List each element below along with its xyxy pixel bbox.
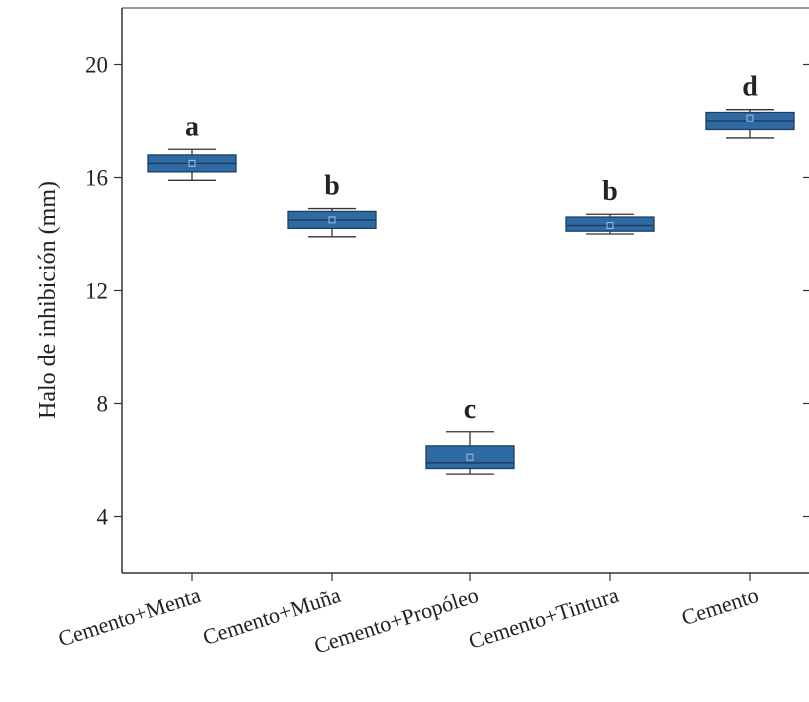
mean-marker [328,216,336,224]
y-tick-label: 16 [85,166,108,191]
x-category-label: Cemento [678,582,761,630]
group-letter-5: d [742,72,758,103]
y-tick-label: 8 [97,392,109,417]
plot-area: 48121620aCemento+MentabCemento+MuñacCeme… [55,7,809,659]
box-4 [565,216,655,232]
x-category-label: Cemento+Menta [55,582,204,652]
y-tick-label: 4 [97,505,109,530]
mean-marker [466,453,474,461]
group-letter-3: c [464,394,476,425]
group-letter-4: b [602,176,618,207]
mean-marker [606,222,614,230]
y-axis-title: Halo de inhibición (mm) [35,181,61,419]
group-letter-2: b [324,171,340,202]
y-tick-label: 20 [85,53,108,78]
y-tick-label: 12 [85,279,108,304]
mean-marker [188,159,196,167]
mean-marker [746,114,754,122]
x-category-label: Cemento+Tintura [466,582,622,654]
group-letter-1: a [185,111,199,142]
box-3 [425,445,515,470]
